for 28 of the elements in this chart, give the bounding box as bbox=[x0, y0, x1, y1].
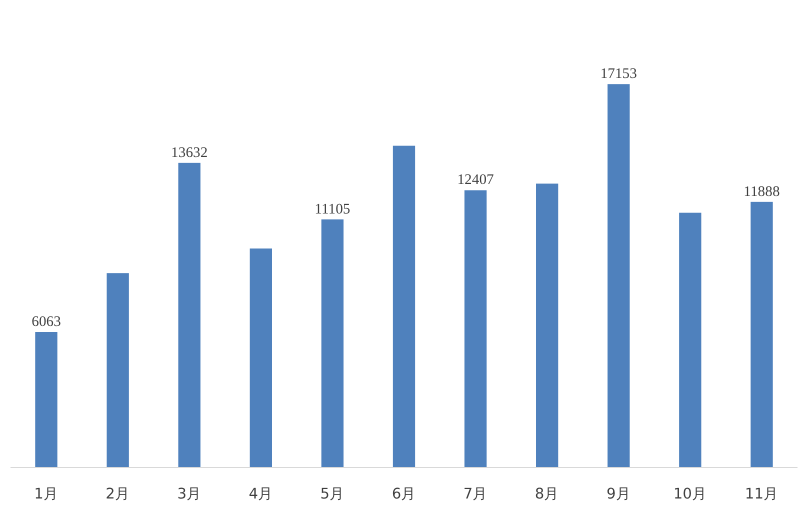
bar bbox=[178, 162, 200, 468]
x-tick-label: 4月 bbox=[248, 486, 274, 502]
bar bbox=[608, 84, 630, 468]
bar bbox=[464, 190, 487, 468]
x-tick-label: 9月 bbox=[606, 486, 631, 502]
data-label: 12407 bbox=[457, 172, 494, 188]
x-tick-label: 1月 bbox=[34, 486, 58, 502]
bar bbox=[536, 184, 558, 468]
x-tick-label: 7月 bbox=[463, 486, 488, 502]
x-tick-label: 3月 bbox=[177, 486, 202, 502]
data-label: 11888 bbox=[744, 184, 780, 200]
bar bbox=[250, 248, 272, 468]
data-label: 11105 bbox=[314, 201, 350, 218]
bar bbox=[392, 146, 416, 468]
x-tick-label: 6月 bbox=[392, 486, 416, 502]
data-label: 17153 bbox=[600, 66, 637, 82]
data-label: 6063 bbox=[32, 314, 61, 330]
data-label: 13632 bbox=[171, 144, 208, 161]
x-tick-label: 10月 bbox=[673, 486, 708, 502]
x-tick-label: 8月 bbox=[534, 486, 560, 502]
x-tick-label: 2月 bbox=[106, 486, 130, 502]
bar bbox=[321, 219, 344, 468]
x-tick-label: 5月 bbox=[320, 486, 345, 502]
bar bbox=[106, 273, 129, 468]
bar bbox=[679, 212, 702, 468]
bar bbox=[35, 332, 58, 468]
bar bbox=[750, 202, 773, 468]
x-tick-label: 11月 bbox=[744, 486, 779, 502]
